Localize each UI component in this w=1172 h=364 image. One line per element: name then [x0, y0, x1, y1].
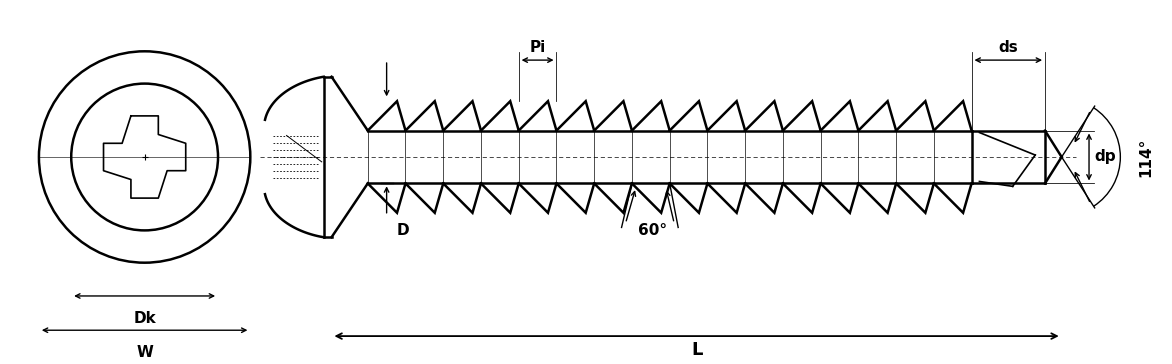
- Text: Dk: Dk: [134, 310, 156, 326]
- Text: 60°: 60°: [638, 222, 667, 238]
- Text: 114°: 114°: [1138, 137, 1153, 177]
- Text: D: D: [396, 222, 409, 238]
- Text: W: W: [136, 345, 154, 360]
- Text: dp: dp: [1093, 150, 1116, 165]
- Text: ds: ds: [999, 40, 1018, 55]
- Text: Pi: Pi: [530, 40, 546, 55]
- Text: L: L: [691, 341, 702, 359]
